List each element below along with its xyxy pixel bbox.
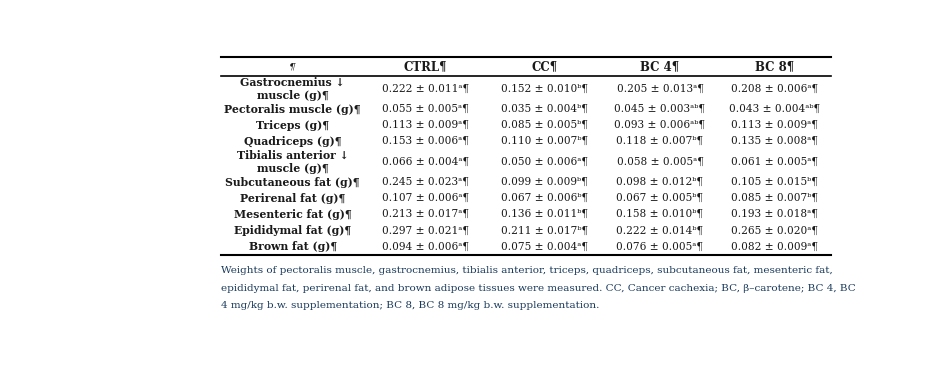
Text: 0.067 ± 0.005ᵇ¶: 0.067 ± 0.005ᵇ¶: [616, 193, 704, 203]
Text: 0.205 ± 0.013ᵃ¶: 0.205 ± 0.013ᵃ¶: [616, 84, 704, 94]
Text: 0.158 ± 0.010ᵇ¶: 0.158 ± 0.010ᵇ¶: [616, 209, 704, 220]
Text: 0.061 ± 0.005ᵃ¶: 0.061 ± 0.005ᵃ¶: [731, 157, 817, 167]
Text: 0.043 ± 0.004ᵃᵇ¶: 0.043 ± 0.004ᵃᵇ¶: [729, 104, 820, 114]
Text: Quadriceps (g)¶: Quadriceps (g)¶: [244, 136, 342, 147]
Text: ¶: ¶: [290, 62, 296, 71]
Text: 4 mg/kg b.w. supplementation; BC 8, BC 8 mg/kg b.w. supplementation.: 4 mg/kg b.w. supplementation; BC 8, BC 8…: [221, 301, 600, 310]
Text: 0.153 ± 0.006ᵃ¶: 0.153 ± 0.006ᵃ¶: [382, 137, 468, 146]
Text: Mesenteric fat (g)¶: Mesenteric fat (g)¶: [234, 209, 352, 220]
Text: 0.110 ± 0.007ᵇ¶: 0.110 ± 0.007ᵇ¶: [501, 137, 587, 146]
Text: 0.113 ± 0.009ᵃ¶: 0.113 ± 0.009ᵃ¶: [382, 120, 468, 130]
Text: 0.050 ± 0.006ᵃ¶: 0.050 ± 0.006ᵃ¶: [501, 157, 587, 167]
Text: 0.067 ± 0.006ᵇ¶: 0.067 ± 0.006ᵇ¶: [501, 193, 587, 203]
Text: 0.098 ± 0.012ᵇ¶: 0.098 ± 0.012ᵇ¶: [616, 177, 704, 187]
Text: 0.082 ± 0.009ᵃ¶: 0.082 ± 0.009ᵃ¶: [731, 241, 817, 252]
Text: 0.045 ± 0.003ᵃᵇ¶: 0.045 ± 0.003ᵃᵇ¶: [614, 104, 706, 114]
Text: 0.075 ± 0.004ᵃ¶: 0.075 ± 0.004ᵃ¶: [501, 241, 587, 252]
Text: 0.099 ± 0.009ᵇ¶: 0.099 ± 0.009ᵇ¶: [501, 177, 587, 187]
Text: 0.135 ± 0.008ᵃ¶: 0.135 ± 0.008ᵃ¶: [731, 137, 817, 146]
Text: Brown fat (g)¶: Brown fat (g)¶: [249, 241, 337, 252]
Text: 0.085 ± 0.007ᵇ¶: 0.085 ± 0.007ᵇ¶: [731, 193, 817, 203]
Text: 0.107 ± 0.006ᵃ¶: 0.107 ± 0.006ᵃ¶: [382, 193, 469, 203]
Text: epididymal fat, perirenal fat, and brown adipose tissues were measured. CC, Canc: epididymal fat, perirenal fat, and brown…: [221, 283, 856, 293]
Text: 0.035 ± 0.004ᵇ¶: 0.035 ± 0.004ᵇ¶: [501, 104, 587, 114]
Text: 0.152 ± 0.010ᵇ¶: 0.152 ± 0.010ᵇ¶: [501, 84, 587, 94]
Text: 0.222 ± 0.014ᵇ¶: 0.222 ± 0.014ᵇ¶: [616, 225, 704, 235]
Text: 0.105 ± 0.015ᵇ¶: 0.105 ± 0.015ᵇ¶: [731, 177, 817, 187]
Text: 0.085 ± 0.005ᵇ¶: 0.085 ± 0.005ᵇ¶: [501, 120, 587, 130]
Text: 0.136 ± 0.011ᵇ¶: 0.136 ± 0.011ᵇ¶: [501, 209, 587, 220]
Text: 0.193 ± 0.018ᵃ¶: 0.193 ± 0.018ᵃ¶: [731, 209, 817, 220]
Text: BC 4¶: BC 4¶: [641, 60, 680, 73]
Text: 0.055 ± 0.005ᵃ¶: 0.055 ± 0.005ᵃ¶: [382, 104, 468, 114]
Text: 0.211 ± 0.017ᵇ¶: 0.211 ± 0.017ᵇ¶: [501, 225, 587, 235]
Text: Gastrocnemius ↓
muscle (g)¶: Gastrocnemius ↓ muscle (g)¶: [240, 76, 345, 101]
Text: 0.058 ± 0.005ᵃ¶: 0.058 ± 0.005ᵃ¶: [616, 157, 704, 167]
Text: 0.066 ± 0.004ᵃ¶: 0.066 ± 0.004ᵃ¶: [382, 157, 469, 167]
Text: Pectoralis muscle (g)¶: Pectoralis muscle (g)¶: [224, 104, 361, 115]
Text: Subcutaneous fat (g)¶: Subcutaneous fat (g)¶: [225, 177, 360, 188]
Text: 0.265 ± 0.020ᵃ¶: 0.265 ± 0.020ᵃ¶: [731, 225, 817, 235]
Text: 0.113 ± 0.009ᵃ¶: 0.113 ± 0.009ᵃ¶: [731, 120, 817, 130]
Text: 0.094 ± 0.006ᵃ¶: 0.094 ± 0.006ᵃ¶: [382, 241, 468, 252]
Text: CTRL¶: CTRL¶: [403, 60, 447, 73]
Text: 0.297 ± 0.021ᵃ¶: 0.297 ± 0.021ᵃ¶: [382, 225, 468, 235]
Text: BC 8¶: BC 8¶: [755, 60, 794, 73]
Text: 0.222 ± 0.011ᵃ¶: 0.222 ± 0.011ᵃ¶: [382, 84, 469, 94]
Text: CC¶: CC¶: [531, 60, 557, 73]
Text: 0.245 ± 0.023ᵃ¶: 0.245 ± 0.023ᵃ¶: [382, 177, 468, 187]
Text: 0.076 ± 0.005ᵃ¶: 0.076 ± 0.005ᵃ¶: [616, 241, 704, 252]
Text: Tibialis anterior ↓
muscle (g)¶: Tibialis anterior ↓ muscle (g)¶: [236, 149, 348, 174]
Text: Perirenal fat (g)¶: Perirenal fat (g)¶: [240, 193, 345, 204]
Text: 0.208 ± 0.006ᵃ¶: 0.208 ± 0.006ᵃ¶: [731, 84, 817, 94]
Text: 0.213 ± 0.017ᵃ¶: 0.213 ± 0.017ᵃ¶: [382, 209, 468, 220]
Text: Epididymal fat (g)¶: Epididymal fat (g)¶: [234, 225, 351, 236]
Text: Triceps (g)¶: Triceps (g)¶: [256, 120, 330, 131]
Text: 0.118 ± 0.007ᵇ¶: 0.118 ± 0.007ᵇ¶: [616, 137, 704, 146]
Text: Weights of pectoralis muscle, gastrocnemius, tibialis anterior, triceps, quadric: Weights of pectoralis muscle, gastrocnem…: [221, 266, 832, 275]
Text: 0.093 ± 0.006ᵃᵇ¶: 0.093 ± 0.006ᵃᵇ¶: [614, 120, 706, 130]
